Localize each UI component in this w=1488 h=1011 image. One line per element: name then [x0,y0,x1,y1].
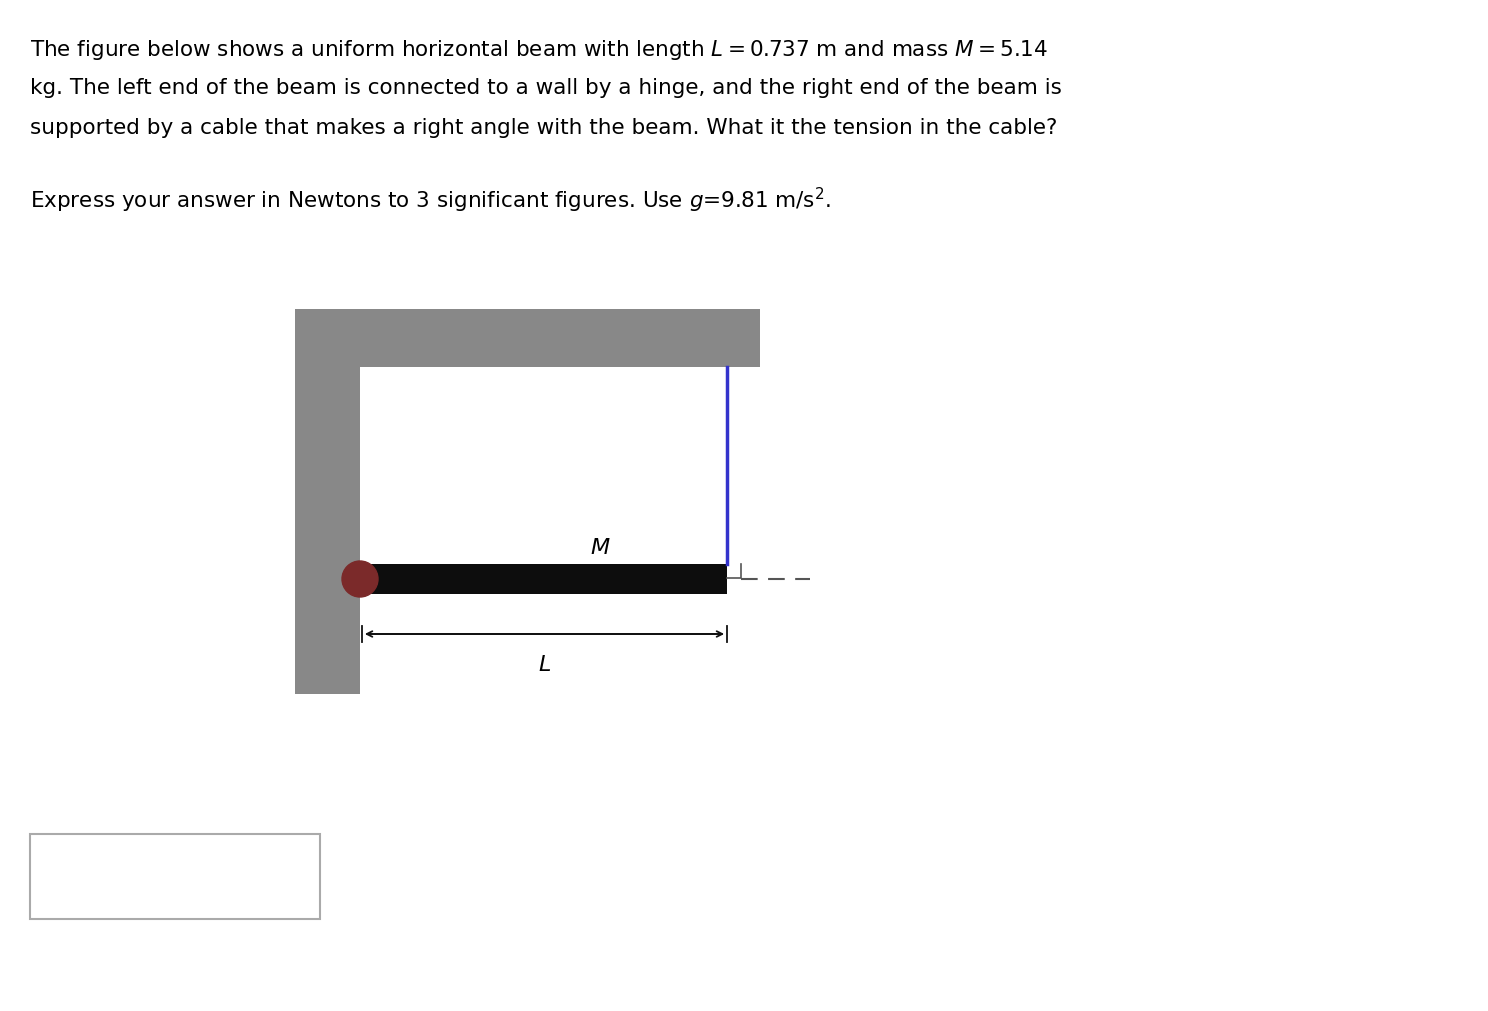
Text: supported by a cable that makes a right angle with the beam. What it the tension: supported by a cable that makes a right … [30,118,1058,137]
Bar [295,309,360,695]
Bar [295,309,760,368]
Text: kg. The left end of the beam is connected to a wall by a hinge, and the right en: kg. The left end of the beam is connecte… [30,78,1062,98]
Text: Express your answer in Newtons to 3 significant figures. Use $g$=9.81 m/s$^2$.: Express your answer in Newtons to 3 sign… [30,186,832,215]
Text: $M$: $M$ [589,538,610,557]
Text: $L$: $L$ [539,654,552,674]
Circle shape [342,561,378,598]
Bar [360,564,728,594]
Bar [30,834,320,919]
Text: The figure below shows a uniform horizontal beam with length $L = 0.737$ m and m: The figure below shows a uniform horizon… [30,38,1048,62]
